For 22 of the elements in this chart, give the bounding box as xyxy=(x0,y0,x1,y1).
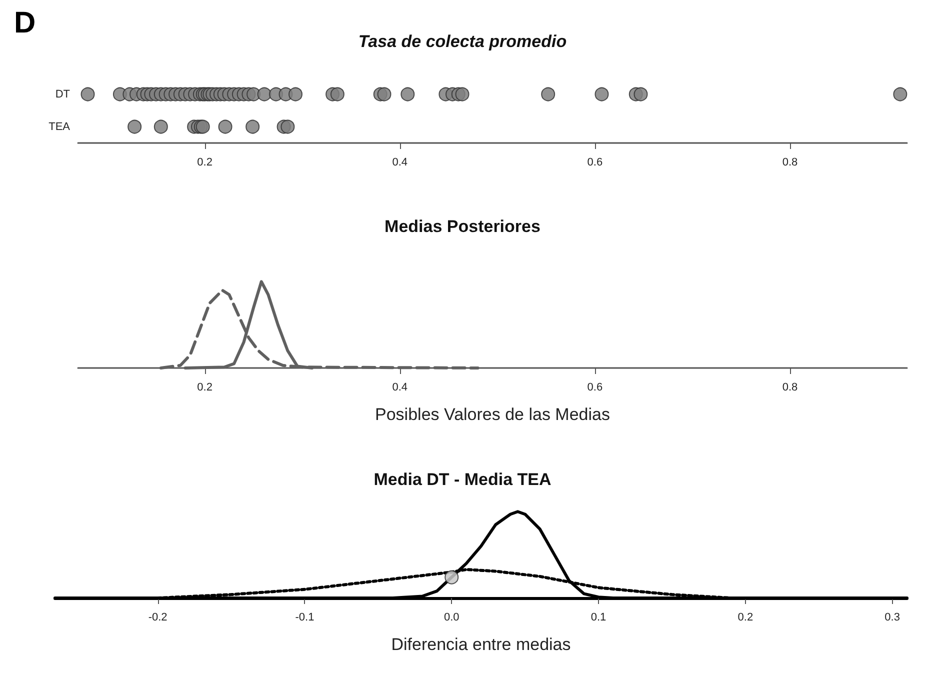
x-tick-label: -0.2 xyxy=(148,612,168,624)
chart-title: Tasa de colecta promedio xyxy=(358,32,567,51)
x-tick-label: 0.6 xyxy=(587,156,603,168)
x-tick-label: 0.2 xyxy=(197,382,212,394)
x-tick-label: 0.2 xyxy=(197,156,212,168)
x-tick-label: -0.1 xyxy=(295,612,314,624)
x-tick-label: 0.0 xyxy=(444,612,460,624)
x-axis-title: Diferencia entre medias xyxy=(391,635,571,654)
x-tick-label: 0.8 xyxy=(782,156,798,168)
x-tick-label: 0.4 xyxy=(392,382,408,394)
x-tick-label: 0.1 xyxy=(590,612,606,624)
chart-title: Media DT - Media TEA xyxy=(374,470,552,489)
chart-title: Medias Posteriores xyxy=(384,217,540,236)
x-tick-label: 0.8 xyxy=(782,382,798,394)
x-tick-label: 0.2 xyxy=(738,612,754,624)
y-tick-label: DT xyxy=(55,88,70,100)
x-tick-label: 0.3 xyxy=(884,612,900,624)
x-axis-title: Posibles Valores de las Medias xyxy=(375,405,610,424)
text: D xyxy=(14,6,36,40)
y-tick-label: TEA xyxy=(48,120,71,133)
x-tick-label: 0.4 xyxy=(392,156,408,168)
x-tick-label: 0.6 xyxy=(587,382,603,394)
